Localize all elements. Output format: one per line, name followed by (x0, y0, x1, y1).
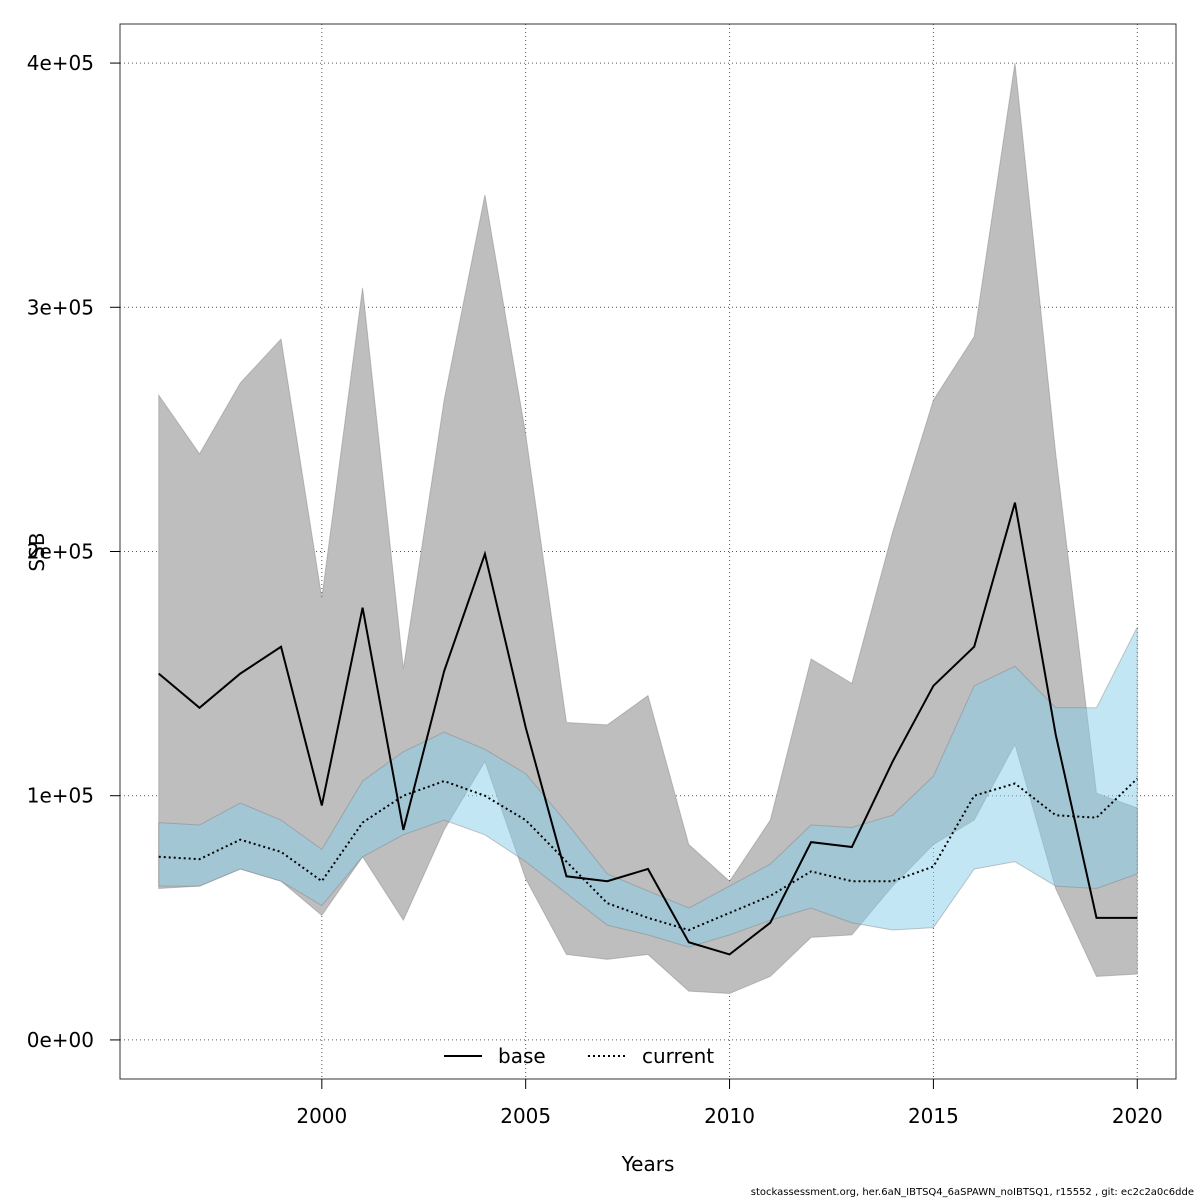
x-tick-label: 2005 (500, 1104, 551, 1128)
confidence-band-current (158, 626, 1138, 948)
x-tick-label: 2010 (704, 1104, 755, 1128)
x-tick-label: 2015 (908, 1104, 959, 1128)
series-line-base (158, 502, 1138, 956)
x-tick-label: 2000 (296, 1104, 347, 1128)
y-tick-label: 2e+05 (27, 540, 94, 564)
y-tick-label: 1e+05 (27, 784, 94, 808)
y-tick-label: 3e+05 (27, 295, 94, 319)
legend-label-base: base (498, 1044, 546, 1068)
source-footnote: stockassessment.org, her.6aN_IBTSQ4_6aSP… (750, 1187, 1194, 1198)
y-tick-label: 4e+05 (27, 51, 94, 75)
legend-label-current: current (642, 1044, 714, 1068)
y-tick-label: 0e+00 (27, 1028, 94, 1052)
x-axis-title: Years (621, 1152, 675, 1176)
x-axis: 2000 2005 2010 2015 2020 (296, 1079, 1163, 1128)
confidence-bands (158, 63, 1138, 995)
y-axis: 0e+00 1e+05 2e+05 3e+05 4e+05 (27, 51, 120, 1052)
legend: base current (444, 1044, 714, 1068)
series-lines (158, 502, 1138, 956)
y-axis-title: SSB (25, 532, 49, 571)
x-tick-label: 2020 (1112, 1104, 1163, 1128)
